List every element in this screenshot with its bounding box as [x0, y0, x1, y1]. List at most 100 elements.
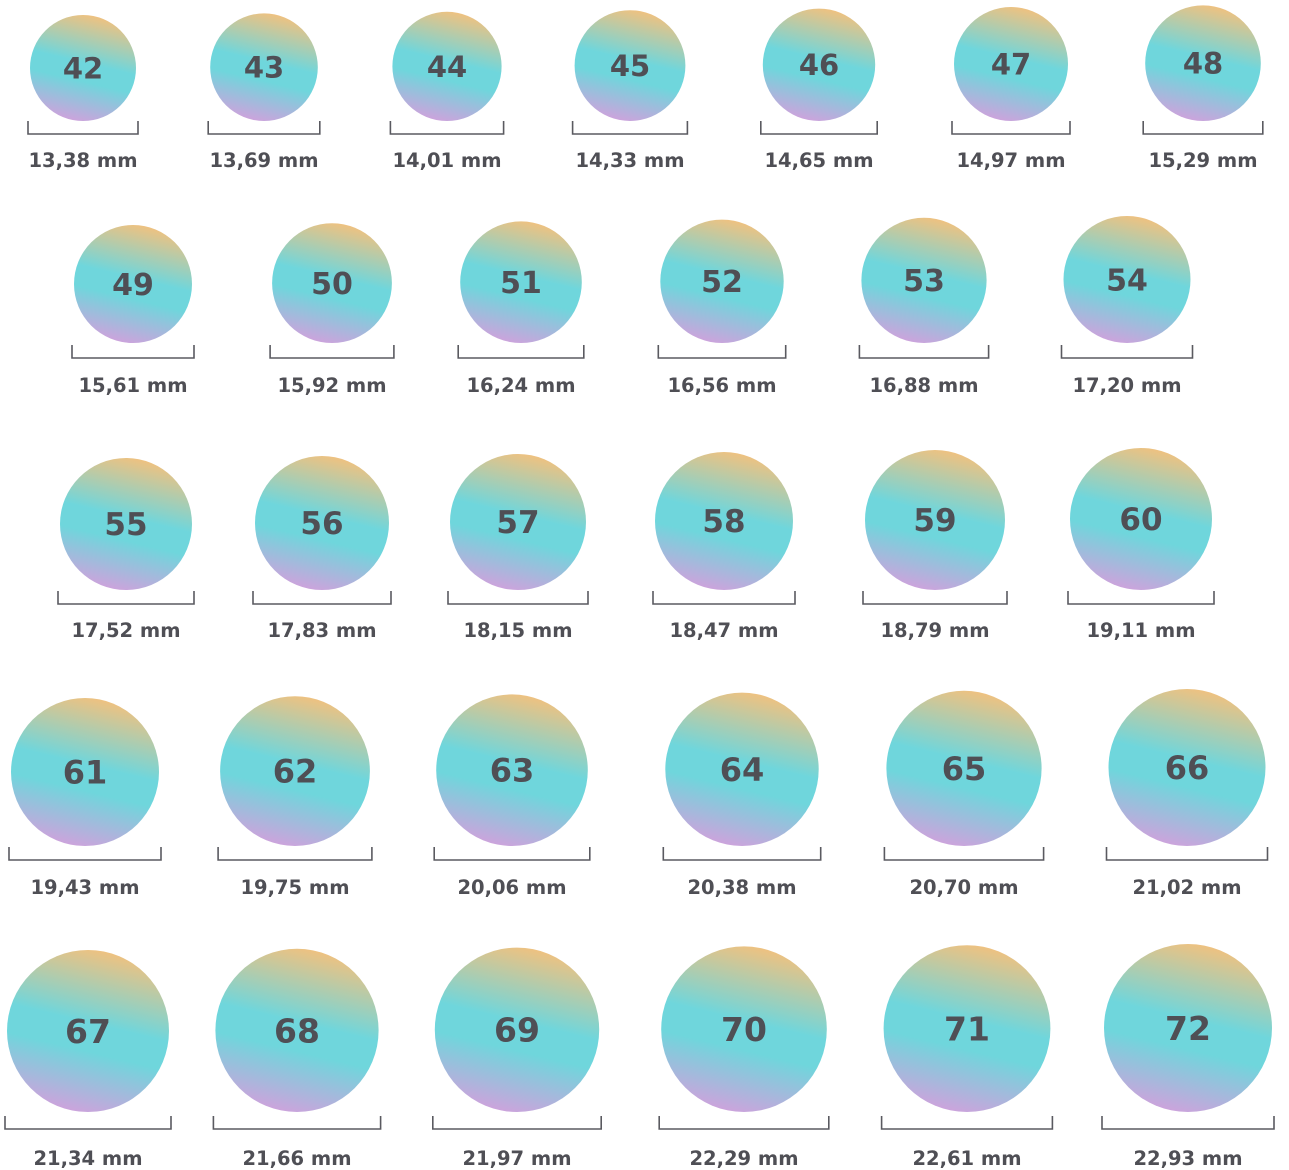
diameter-bracket — [4, 1116, 172, 1130]
ring-size-number: 52 — [701, 265, 743, 300]
diameter-label: 18,15 mm — [463, 619, 572, 642]
diameter-label: 19,43 mm — [30, 876, 139, 899]
ring-size-item: 63 20,06 mm — [433, 694, 591, 899]
ring-size-item: 71 22,61 mm — [880, 945, 1054, 1170]
ring-size-number: 71 — [944, 1009, 990, 1048]
ring-size-item: 60 19,11 mm — [1067, 448, 1215, 642]
ring-circle — [1145, 5, 1261, 121]
diameter-label: 15,29 mm — [1148, 149, 1257, 172]
diameter-label: 21,66 mm — [242, 1147, 351, 1170]
diameter-bracket — [447, 591, 589, 605]
ring-size-item: 48 15,29 mm — [1142, 5, 1264, 172]
diameter-label: 17,52 mm — [71, 619, 180, 642]
diameter-label: 18,47 mm — [669, 619, 778, 642]
diameter-bracket — [207, 121, 321, 135]
ring-size-number: 43 — [244, 51, 284, 85]
diameter-bracket — [880, 1116, 1054, 1130]
ring-size-number: 58 — [702, 504, 745, 540]
ring-circle — [1063, 216, 1191, 343]
ring-circle — [11, 698, 159, 846]
ring-size-item: 53 16,88 mm — [858, 217, 990, 397]
ring-size-number: 72 — [1165, 1009, 1211, 1048]
ring-circle — [886, 690, 1042, 847]
diameter-label: 18,79 mm — [880, 619, 989, 642]
ring-size-number: 57 — [496, 505, 539, 541]
diameter-bracket — [662, 847, 822, 861]
ring-circle — [74, 225, 192, 343]
diameter-label: 19,75 mm — [240, 876, 349, 899]
ring-circle — [210, 13, 318, 122]
ring-circle — [7, 950, 169, 1112]
ring-circle — [861, 217, 987, 343]
diameter-label: 21,02 mm — [1132, 876, 1241, 899]
ring-size-item: 54 17,20 mm — [1060, 216, 1194, 397]
diameter-bracket — [389, 121, 505, 135]
diameter-bracket — [217, 847, 373, 861]
ring-size-item: 61 19,43 mm — [8, 698, 162, 899]
ring-size-grid: 42 13,38 mm 43 13,69 mm 44 14,01 mm 45 14,33 mm… — [4, 5, 1275, 1170]
ring-size-item: 66 21,02 mm — [1105, 689, 1269, 899]
ring-size-number: 60 — [1119, 502, 1162, 538]
diameter-label: 13,38 mm — [28, 149, 137, 172]
ring-size-item: 57 18,15 mm — [447, 454, 589, 642]
ring-size-item: 67 21,34 mm — [4, 950, 172, 1170]
diameter-bracket — [1067, 591, 1215, 605]
diameter-bracket — [657, 345, 787, 359]
ring-size-number: 68 — [274, 1011, 320, 1050]
ring-size-number: 66 — [1165, 749, 1210, 787]
ring-circle — [660, 219, 784, 343]
ring-size-item: 72 22,93 mm — [1101, 944, 1275, 1170]
ring-circle — [762, 8, 876, 121]
ring-size-item: 64 20,38 mm — [662, 692, 822, 899]
diameter-label: 16,24 mm — [466, 374, 575, 397]
ring-size-number: 63 — [490, 752, 535, 790]
diameter-bracket — [883, 847, 1045, 861]
ring-size-number: 56 — [300, 506, 343, 542]
ring-size-item: 44 14,01 mm — [389, 11, 505, 172]
diameter-bracket — [571, 121, 689, 135]
diameter-label: 17,83 mm — [267, 619, 376, 642]
diameter-label: 22,29 mm — [689, 1147, 798, 1170]
ring-circle — [215, 948, 379, 1112]
ring-circle — [450, 454, 586, 590]
ring-size-number: 45 — [610, 49, 650, 83]
diameter-bracket — [658, 1116, 830, 1130]
ring-size-number: 69 — [494, 1011, 540, 1050]
ring-size-item: 59 18,79 mm — [862, 450, 1008, 642]
ring-size-number: 46 — [799, 48, 839, 82]
ring-circle — [574, 10, 686, 121]
diameter-bracket — [951, 121, 1071, 135]
diameter-bracket — [1060, 345, 1194, 359]
ring-circle — [1070, 448, 1212, 590]
diameter-label: 20,38 mm — [687, 876, 796, 899]
ring-size-number: 61 — [63, 754, 108, 792]
ring-circle — [392, 11, 502, 121]
diameter-bracket — [1142, 121, 1264, 135]
ring-size-number: 53 — [903, 264, 945, 299]
ring-size-item: 55 17,52 mm — [57, 458, 195, 642]
ring-size-item: 70 22,29 mm — [658, 946, 830, 1170]
diameter-label: 13,69 mm — [209, 149, 318, 172]
diameter-bracket — [8, 847, 162, 861]
ring-size-number: 48 — [1183, 47, 1223, 81]
diameter-label: 20,70 mm — [909, 876, 1018, 899]
ring-size-item: 65 20,70 mm — [883, 690, 1045, 899]
ring-size-item: 58 18,47 mm — [652, 452, 796, 642]
diameter-bracket — [1105, 847, 1269, 861]
ring-size-number: 64 — [720, 751, 765, 789]
ring-circle — [460, 221, 582, 343]
ring-size-number: 54 — [1106, 263, 1148, 298]
ring-circle — [1104, 944, 1272, 1112]
diameter-bracket — [71, 345, 195, 359]
ring-size-item: 62 19,75 mm — [217, 696, 373, 899]
ring-size-item: 56 17,83 mm — [252, 456, 392, 642]
ring-size-item: 49 15,61 mm — [71, 225, 195, 397]
diameter-bracket — [57, 591, 195, 605]
ring-size-item: 42 13,38 mm — [27, 15, 139, 172]
ring-circle — [865, 450, 1005, 590]
diameter-bracket — [858, 345, 990, 359]
diameter-bracket — [652, 591, 796, 605]
diameter-label: 22,93 mm — [1133, 1147, 1242, 1170]
ring-size-number: 62 — [273, 753, 318, 791]
